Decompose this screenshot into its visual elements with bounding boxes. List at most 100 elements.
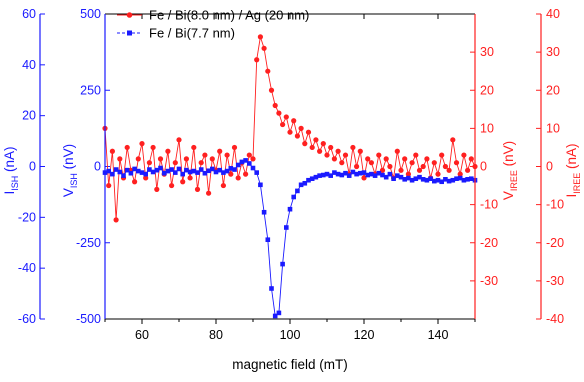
- data-point: [328, 173, 333, 178]
- data-point: [469, 176, 474, 181]
- data-point: [339, 172, 345, 178]
- data-point: [335, 148, 341, 154]
- data-point: [213, 169, 219, 175]
- data-point: [206, 168, 211, 174]
- data-point: [113, 167, 119, 172]
- data-point: [143, 171, 148, 177]
- data-point: [250, 165, 256, 171]
- data-point: [435, 177, 441, 183]
- data-point: [313, 137, 319, 143]
- data-point: [294, 133, 300, 139]
- data-point: [409, 177, 415, 183]
- data-point: [361, 170, 367, 175]
- data-point: [346, 173, 352, 178]
- y-tick-label-V_IREE: 10: [480, 121, 494, 135]
- data-point: [161, 170, 167, 176]
- data-point: [261, 45, 267, 51]
- x-axis-title: magnetic field (mT): [232, 357, 348, 372]
- data-point: [154, 186, 160, 192]
- y-tick-label-I_IREE: 10: [546, 121, 560, 135]
- data-point: [443, 177, 448, 182]
- y-axis-title-V_ISH: VISH (nV): [61, 144, 79, 197]
- data-point: [224, 152, 230, 158]
- data-point: [124, 167, 130, 173]
- data-point: [295, 188, 300, 194]
- axes-ticks-group: 60 80 100 120 140-60-40-200204060-500-250025…: [18, 7, 564, 342]
- data-point: [128, 170, 134, 176]
- data-point: [368, 160, 374, 166]
- data-point: [417, 174, 422, 180]
- data-point: [173, 170, 178, 175]
- y-axis-title-V_IREE: VIREE (nV): [501, 141, 519, 200]
- data-point: [169, 167, 174, 172]
- data-point: [439, 179, 444, 185]
- legend-label: Fe / Bi(7.7 nm): [149, 26, 235, 41]
- data-point: [428, 176, 433, 181]
- data-point: [139, 170, 145, 175]
- data-point: [402, 177, 407, 182]
- data-point: [231, 144, 238, 151]
- data-point: [106, 182, 112, 189]
- data-point: [383, 174, 389, 180]
- y-tick-label-I_IREE: 0: [546, 160, 553, 174]
- data-point: [176, 137, 182, 143]
- y-tick-label-I_IREE: -40: [546, 312, 564, 326]
- x-tick-label: 140: [428, 328, 449, 342]
- data-point: [232, 167, 237, 172]
- data-point: [431, 160, 437, 166]
- legend-marker: [126, 12, 133, 18]
- data-point: [243, 158, 248, 163]
- data-point: [376, 170, 382, 176]
- data-point: [147, 167, 152, 172]
- y-tick-label-V_IREE: 30: [480, 45, 494, 59]
- data-point: [450, 177, 456, 183]
- data-point: [206, 190, 212, 196]
- y-tick-label-I_IREE: -30: [546, 274, 564, 288]
- data-point: [169, 182, 175, 189]
- data-point: [246, 152, 252, 158]
- data-point: [143, 175, 149, 181]
- data-point: [331, 156, 337, 162]
- y-tick-label-I_ISH: -40: [18, 261, 36, 275]
- data-point: [413, 152, 419, 158]
- data-point: [265, 237, 271, 242]
- data-point: [239, 159, 245, 165]
- data-point: [465, 177, 470, 182]
- data-point: [154, 167, 160, 173]
- data-point: [442, 163, 448, 170]
- data-point: [302, 141, 308, 147]
- data-point: [343, 170, 348, 176]
- data-point: [247, 161, 252, 166]
- data-point: [313, 174, 319, 180]
- data-point: [284, 225, 289, 230]
- data-point: [110, 171, 115, 177]
- data-point: [191, 144, 197, 151]
- data-point: [157, 156, 164, 162]
- data-point: [243, 171, 249, 177]
- data-point: [302, 180, 308, 186]
- y-tick-label-I_ISH: -20: [18, 210, 36, 224]
- data-point: [420, 163, 426, 170]
- data-point: [361, 175, 367, 181]
- data-point: [435, 171, 441, 177]
- data-point: [276, 310, 282, 316]
- data-point: [372, 173, 378, 178]
- data-point: [317, 173, 322, 178]
- data-point: [146, 160, 152, 166]
- data-point: [413, 176, 419, 181]
- data-point: [409, 160, 415, 166]
- data-point: [250, 156, 256, 162]
- data-point: [317, 148, 323, 154]
- data-point: [339, 160, 345, 166]
- data-point: [321, 172, 326, 178]
- data-point: [139, 141, 145, 147]
- data-point: [202, 170, 208, 176]
- data-point: [324, 171, 330, 177]
- data-point: [365, 156, 371, 162]
- y-tick-label-I_ISH: 0: [29, 160, 36, 174]
- legend-marker: [127, 30, 132, 36]
- data-point: [380, 172, 385, 178]
- data-point: [405, 171, 411, 177]
- data-point: [387, 171, 393, 177]
- series-1: [102, 158, 478, 319]
